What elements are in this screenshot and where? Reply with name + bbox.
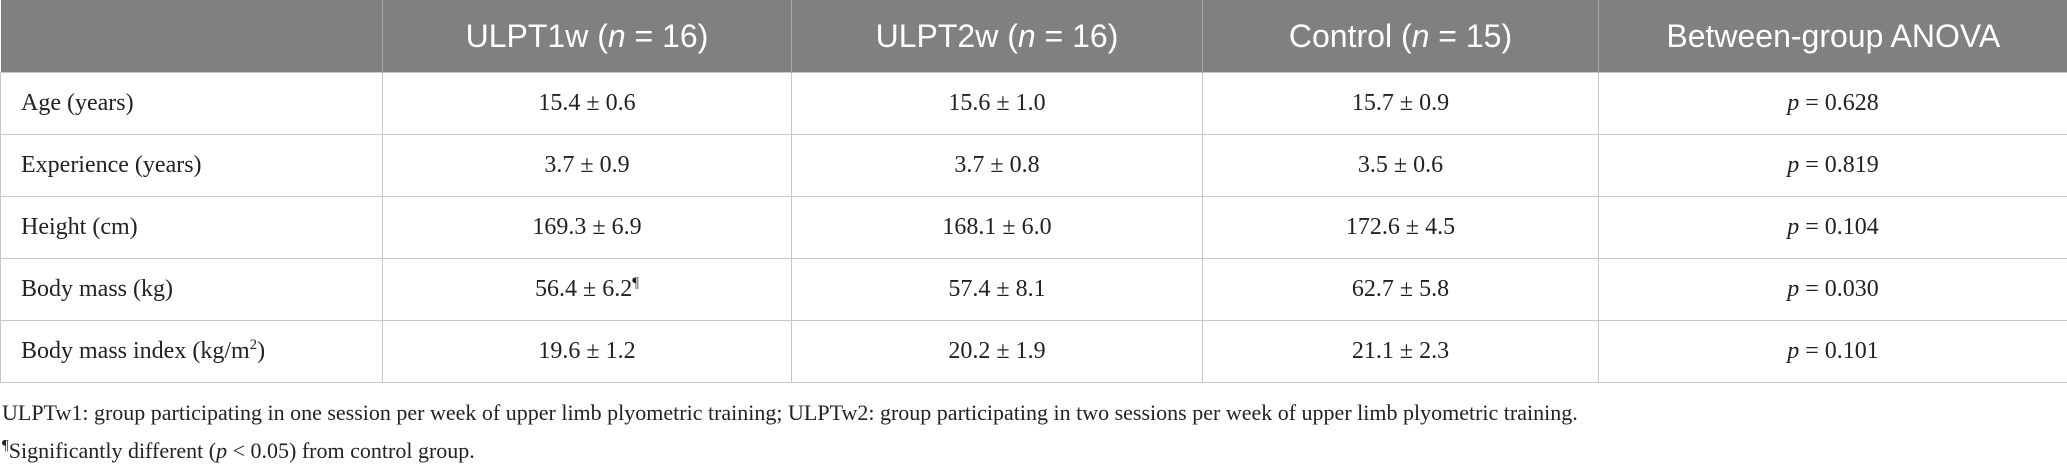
text-run: 15.6 ± 1.0 [948,90,1046,116]
table-cell: 21.1 ± 2.3 [1202,320,1599,383]
text-run: Control ( [1288,17,1412,54]
table-cell: 3.7 ± 0.8 [791,134,1203,197]
text-run: = 0.101 [1799,338,1879,364]
table-cell: 172.6 ± 4.5 [1202,196,1599,259]
text-run: ULPT2w ( [875,17,1018,54]
text-run: 21.1 ± 2.3 [1351,338,1450,364]
row-label: Body mass index (kg/m2) [0,320,383,383]
table-cell: p = 0.819 [1598,134,2067,197]
table-cell: 19.6 ± 1.2 [382,320,792,383]
data-table: ULPT1w (n = 16) ULPT2w (n = 16) Control (n… [0,0,2067,383]
text-run: 57.4 ± 8.1 [948,276,1046,302]
text-run: Body mass (kg) [21,276,173,302]
header-cell: Between-group ANOVA [1598,0,2067,73]
text-run: Between-group ANOVA [1666,17,2001,54]
table-row: Age (years) 15.4 ± 0.6 15.6 ± 1.0 15.7 ± 0.… [0,72,2067,135]
text-run: 56.4 ± 6.2 [535,276,633,302]
text-run: ULPTw1: group participating in one sessi… [2,400,1578,425]
text-run: n [607,17,626,54]
text-run: Height (cm) [21,214,138,240]
text-run: 172.6 ± 4.5 [1345,214,1456,240]
table-cell: 62.7 ± 5.8 [1202,258,1599,321]
table-row: Body mass index (kg/m2) 19.6 ± 1.2 20.2 ± … [0,320,2067,383]
header-cell: Control (n = 15) [1202,0,1599,73]
text-run: ¶ [632,275,639,291]
table-cell: 169.3 ± 6.9 [382,196,792,259]
table-row: Body mass (kg) 56.4 ± 6.2¶ 57.4 ± 8.1 62.7 … [0,258,2067,321]
row-label: Height (cm) [0,196,383,259]
table-body: Age (years) 15.4 ± 0.6 15.6 ± 1.0 15.7 ± 0.… [0,72,2067,383]
table-cell: 57.4 ± 8.1 [791,258,1203,321]
text-run: = 15) [1429,17,1513,54]
text-run: 3.5 ± 0.6 [1357,152,1444,178]
text-run: 169.3 ± 6.9 [532,214,642,240]
table-cell: p = 0.030 [1598,258,2067,321]
row-label: Experience (years) [0,134,383,197]
table-cell: 20.2 ± 1.9 [791,320,1203,383]
text-run: ) [257,338,266,364]
text-run: p [1787,338,1800,364]
text-run: p [1787,152,1800,178]
text-run: = 0.628 [1799,90,1879,116]
text-run: 3.7 ± 0.9 [544,152,630,178]
text-run: 20.2 ± 1.9 [948,338,1046,364]
header-cell: ULPT2w (n = 16) [791,0,1203,73]
text-run: = 16) [1035,17,1119,54]
table-cell: 168.1 ± 6.0 [791,196,1203,259]
table-cell: 15.7 ± 0.9 [1202,72,1599,135]
table-row: Height (cm) 169.3 ± 6.9 168.1 ± 6.0 172.6 ±… [0,196,2067,259]
text-run: = 0.030 [1799,276,1879,302]
table-header: ULPT1w (n = 16) ULPT2w (n = 16) Control (n… [0,0,2067,73]
footnotes: ULPTw1: group participating in one sessi… [2,394,1578,469]
text-run: Body mass index (kg/m [21,338,250,364]
table-cell: p = 0.101 [1598,320,2067,383]
footnote: ULPTw1: group participating in one sessi… [2,394,1578,432]
table-cell: 3.7 ± 0.9 [382,134,792,197]
text-run: 3.7 ± 0.8 [954,152,1040,178]
text-run: = 0.104 [1799,214,1879,240]
header-row: ULPT1w (n = 16) ULPT2w (n = 16) Control (n… [0,0,2067,73]
text-run: n [1017,17,1036,54]
table-cell: p = 0.628 [1598,72,2067,135]
text-run: < 0.05) from control group. [227,438,475,463]
text-run: 19.6 ± 1.2 [538,338,636,364]
table-cell: 56.4 ± 6.2¶ [382,258,792,321]
text-run: ¶ [2,437,9,454]
table-cell: 15.4 ± 0.6 [382,72,792,135]
text-run: n [1411,17,1430,54]
table-row: Experience (years) 3.7 ± 0.9 3.7 ± 0.8 3.5 … [0,134,2067,197]
header-cell: ULPT1w (n = 16) [382,0,792,73]
table-cell: 3.5 ± 0.6 [1202,134,1599,197]
table-cell: 15.6 ± 1.0 [791,72,1203,135]
text-run: p [216,438,228,463]
text-run: 168.1 ± 6.0 [942,214,1052,240]
text-run: p [1787,276,1800,302]
text-run: p [1787,90,1800,116]
text-run: p [1787,214,1800,240]
row-label: Age (years) [0,72,383,135]
header-cell [0,0,383,73]
text-run: ULPT1w ( [465,17,608,54]
text-run: Age (years) [21,90,134,116]
text-run: = 16) [625,17,709,54]
text-run: Experience (years) [21,152,202,178]
footnote: ¶Significantly different (p < 0.05) from… [2,432,1578,469]
text-run: 15.4 ± 0.6 [538,90,636,116]
table-cell: p = 0.104 [1598,196,2067,259]
row-label: Body mass (kg) [0,258,383,321]
text-run: = 0.819 [1799,152,1879,178]
text-run: 15.7 ± 0.9 [1351,90,1450,116]
text-run: 2 [249,337,258,353]
text-run: 62.7 ± 5.8 [1351,276,1450,302]
text-run: Significantly different ( [8,438,217,463]
